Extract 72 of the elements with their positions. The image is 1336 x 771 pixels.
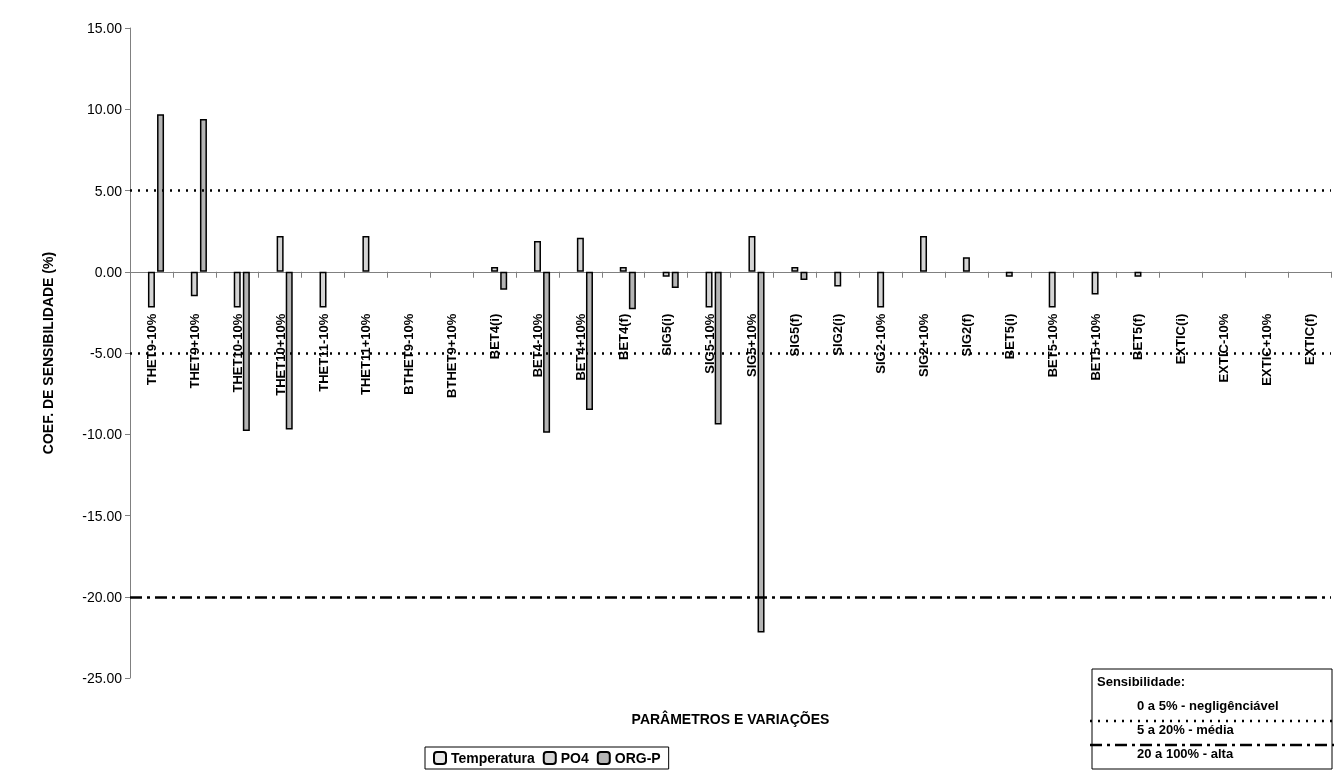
bar [233, 271, 241, 308]
x-tick-label: BET4(f) [615, 313, 631, 360]
y-tick-label: 15.00 [86, 20, 123, 36]
x-tick-label: BTHET9-10% [401, 313, 417, 395]
bar [147, 271, 155, 308]
x-tick-label: BTHET9+10% [444, 313, 460, 398]
x-tick-label: THET9+10% [186, 313, 202, 389]
bar [319, 271, 327, 308]
bar [1091, 271, 1099, 295]
bar [362, 236, 370, 272]
x-tick-label: BET5(f) [1130, 313, 1146, 360]
y-tick-label: -25.00 [82, 670, 123, 686]
x-tick-label: THET10-10% [229, 313, 245, 393]
y-axis-title: COEF. DE SENSIBILIDADE (%) [40, 251, 56, 455]
x-axis-title: PARÂMETROS E VARIAÇÕES [631, 709, 830, 727]
x-tick-label: SIG2(i) [830, 313, 846, 356]
text: 20 a 100% - alta [1137, 746, 1234, 761]
x-tick-label: SIG5(i) [658, 313, 674, 356]
bar [190, 271, 198, 297]
bar [748, 236, 756, 272]
y-tick-label: 10.00 [86, 101, 123, 118]
bar [576, 237, 584, 272]
text: 0 a 5% - negligênciável [1137, 698, 1279, 713]
x-tick-label: SIG5+10% [744, 313, 760, 377]
x-tick-label: BET5(i) [1001, 313, 1017, 360]
x-tick-label: SIG2(f) [958, 313, 974, 357]
bar [1005, 271, 1013, 277]
x-tick-label: EXTIC+10% [1259, 313, 1275, 386]
bar [491, 266, 499, 272]
bar [671, 271, 679, 288]
y-tick-label: -15.00 [82, 507, 123, 524]
x-tick-label: THET11+10% [358, 313, 374, 396]
bar [877, 271, 885, 308]
x-tick-label: BET4(i) [487, 313, 503, 360]
bar [920, 236, 928, 272]
bar [619, 266, 627, 272]
x-tick-label: BET4-10% [529, 313, 545, 378]
bar [1048, 271, 1056, 308]
x-tick-label: BET5-10% [1044, 313, 1060, 378]
x-tick-label: BET4+10% [572, 313, 588, 381]
x-tick-label: EXTIC(i) [1173, 313, 1189, 365]
y-tick-label: 5.00 [94, 182, 123, 199]
x-tick-label: THET10+10% [272, 313, 288, 396]
bar [1134, 271, 1142, 277]
legend-label: ORG-P [614, 750, 661, 766]
x-tick-label: EXTIC(f) [1302, 313, 1318, 366]
x-tick-label: BET5+10% [1087, 313, 1103, 381]
bar [533, 240, 541, 272]
x-tick-label: EXTIC-10% [1216, 313, 1232, 383]
text: 5 a 20% - média [1137, 722, 1235, 737]
x-tick-label: SIG2+10% [916, 313, 932, 377]
x-tick-label: SIG2-10% [873, 313, 889, 374]
bar [962, 257, 970, 272]
y-tick-label: -20.00 [82, 588, 123, 605]
bar [662, 271, 670, 277]
bar [800, 271, 808, 280]
x-tick-label: THET11-10% [315, 313, 331, 392]
legend-label: Temperatura [451, 750, 535, 766]
y-tick-label: -5.00 [90, 345, 123, 361]
y-tick-label: -10.00 [82, 426, 123, 443]
bar [705, 271, 713, 308]
x-tick-label: THET9-10% [143, 313, 159, 386]
y-tick-label: 0.00 [94, 263, 123, 280]
bar [791, 266, 799, 272]
legend-label: PO4 [560, 750, 589, 766]
bar [834, 271, 842, 287]
x-tick-label: SIG5(f) [787, 313, 803, 357]
bar [628, 271, 636, 310]
bar [500, 271, 508, 290]
x-tick-label: SIG5-10% [701, 313, 717, 374]
bar [276, 236, 284, 272]
annotation: Sensibilidade: [1097, 674, 1186, 689]
